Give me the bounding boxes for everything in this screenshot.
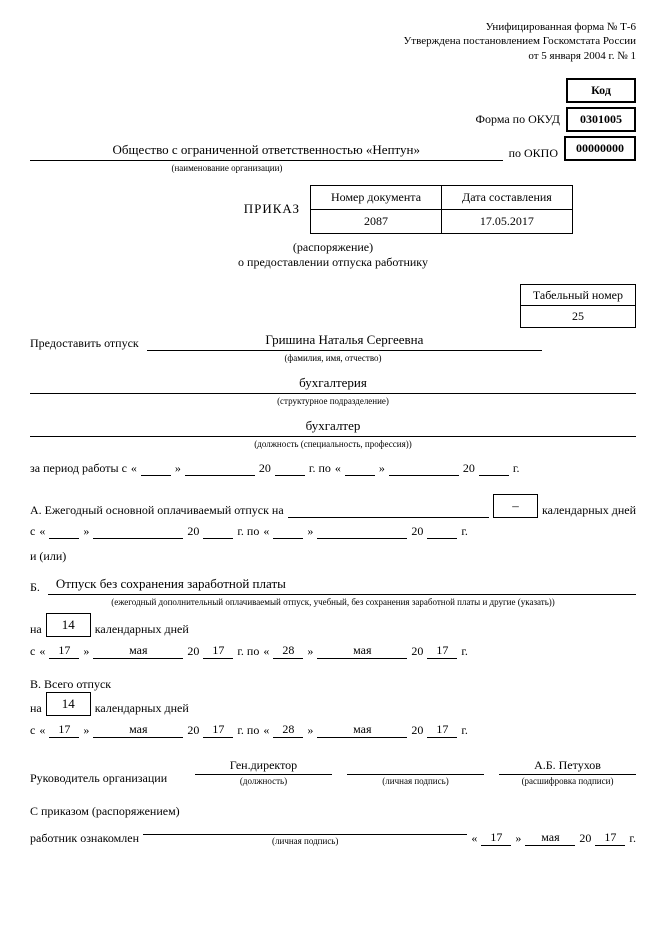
okud-label: Форма по ОКУД (476, 112, 560, 127)
org-name: Общество с ограниченной ответственностью… (30, 142, 503, 161)
section-v-days-row: на 14 календарных дней (30, 692, 636, 716)
position-caption: (должность (специальность, профессия)) (30, 439, 636, 449)
sig-position: Ген.директор (195, 758, 332, 775)
header-line3: от 5 января 2004 г. № 1 (30, 49, 636, 63)
b-to-d: 28 (273, 643, 303, 659)
v-to-d: 28 (273, 722, 303, 738)
section-a-header: А. Ежегодный основной оплачиваемый отпус… (30, 494, 636, 518)
header-line1: Унифицированная форма № Т-6 (30, 20, 636, 34)
sig-sign (347, 759, 484, 775)
dept-caption: (структурное подразделение) (30, 396, 636, 406)
section-b-days: 14 (46, 613, 91, 637)
ack-y: 17 (595, 830, 625, 846)
signature-row: Руководитель организации Ген.директор (д… (30, 758, 636, 786)
okpo-value: 00000000 (564, 136, 636, 161)
prikaz-title: ПРИКАЗ (30, 201, 300, 217)
section-b-dates: с «17» мая 2017 г. по «28» мая 2017 г. (30, 643, 636, 659)
doc-date-label: Дата составления (442, 185, 573, 209)
okpo-label: по ОКПО (509, 146, 558, 161)
period-label: за период работы с (30, 461, 127, 476)
tabnum-value: 25 (520, 306, 635, 328)
section-v-days: 14 (46, 692, 91, 716)
v-from-d: 17 (49, 722, 79, 738)
section-b-label: Б. (30, 580, 40, 595)
ack-sign-cap: (личная подпись) (143, 836, 467, 846)
v-to-y: 17 (427, 722, 457, 738)
okud-value: 0301005 (566, 107, 636, 132)
v-to-m: мая (317, 722, 407, 738)
sig-sign-cap: (личная подпись) (347, 776, 484, 786)
ack-m: мая (525, 830, 575, 846)
b-from-m: мая (93, 643, 183, 659)
grant-caption: (фамилия, имя, отчество) (30, 353, 636, 363)
doc-num-label: Номер документа (311, 185, 442, 209)
grant-name: Гришина Наталья Сергеевна (147, 332, 542, 351)
ack-d: 17 (481, 830, 511, 846)
kod-row: Код (30, 78, 636, 103)
position-value: бухгалтер (30, 418, 636, 437)
doc-num-value: 2087 (311, 209, 442, 233)
section-a-label: А. Ежегодный основной оплачиваемый отпус… (30, 503, 284, 518)
grant-label: Предоставить отпуск (30, 336, 139, 351)
b-to-m: мая (317, 643, 407, 659)
org-caption: (наименование организации) (30, 163, 424, 173)
ack-row: работник ознакомлен (личная подпись) «17… (30, 819, 636, 846)
sig-decode-cap: (расшифровка подписи) (499, 776, 636, 786)
v-from-m: мая (93, 722, 183, 738)
form-header: Унифицированная форма № Т-6 Утверждена п… (30, 20, 636, 63)
tabnum-row: Табельный номер 25 (30, 284, 636, 328)
section-b-days-row: на 14 календарных дней (30, 613, 636, 637)
section-a-days: – (493, 494, 538, 518)
sig-head-label: Руководитель организации (30, 771, 180, 786)
sig-decode: А.Б. Петухов (499, 758, 636, 775)
ack-sign (143, 819, 467, 835)
sig-pos-cap: (должность) (195, 776, 332, 786)
tabnum-label: Табельный номер (520, 284, 635, 305)
prikaz-block: (распоряжение) о предоставлении отпуска … (30, 240, 636, 270)
section-a-dates: с «» 20 г. по «» 20 г. (30, 524, 636, 539)
prikaz-sub2: о предоставлении отпуска работнику (30, 255, 636, 270)
okud-row: Форма по ОКУД 0301005 (30, 107, 636, 132)
b-from-d: 17 (49, 643, 79, 659)
section-b-type: Отпуск без сохранения заработной платы (48, 576, 636, 595)
header-line2: Утверждена постановлением Госкомстата Ро… (30, 34, 636, 48)
ack-line2: работник ознакомлен (30, 831, 139, 846)
ack-line1: С приказом (распоряжением) (30, 804, 636, 819)
v-from-y: 17 (203, 722, 233, 738)
dept-value: бухгалтерия (30, 375, 636, 394)
section-v-label1: В. Всего отпуск (30, 677, 636, 692)
section-v-dates: с «17» мая 2017 г. по «28» мая 2017 г. (30, 722, 636, 738)
prikaz-sub1: (распоряжение) (30, 240, 636, 255)
kod-label: Код (566, 78, 636, 103)
section-b-caption: (ежегодный дополнительный оплачиваемый о… (30, 597, 636, 607)
b-to-y: 17 (427, 643, 457, 659)
doc-table: Номер документа Дата составления 2087 17… (310, 185, 573, 234)
b-from-y: 17 (203, 643, 233, 659)
period-row: за период работы с «» 20 г. по «» 20 г. (30, 461, 636, 476)
doc-date-value: 17.05.2017 (442, 209, 573, 233)
section-a-days-label: календарных дней (542, 503, 636, 518)
section-a-ili: и (или) (30, 549, 636, 564)
